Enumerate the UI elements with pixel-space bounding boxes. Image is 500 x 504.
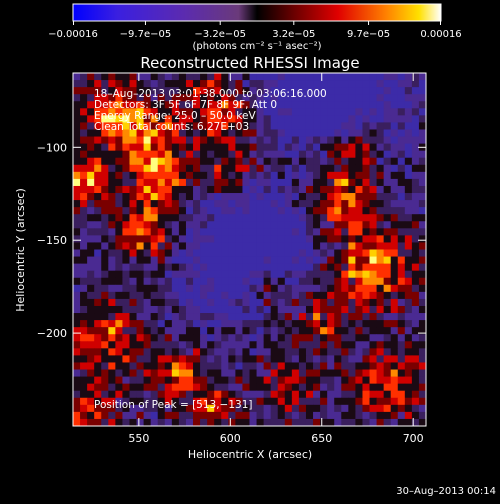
colorbar-tick-label: 9.7e−05 (347, 29, 390, 40)
x-tick-label: 650 (311, 432, 332, 445)
colorbar-tick-label: −9.7e−05 (120, 29, 172, 40)
y-tick-label: −200 (37, 327, 67, 340)
colorbar-ticks: −0.00016 −9.7e−05 −3.2e−05 3.2e−05 9.7e−05 0.… (48, 21, 462, 40)
annotation-energy-range: Energy Range: 25.0 – 50.0 keV (94, 110, 256, 122)
x-tick-label: 600 (220, 432, 241, 445)
annotation-peak: Position of Peak = [513,−131] (94, 399, 253, 411)
colorbar-tick-label: 3.2e−05 (272, 29, 315, 40)
chart-title: Reconstructed RHESSI Image (140, 54, 359, 72)
x-tick-label: 700 (403, 432, 424, 445)
annotation-clean: Clean Total counts: 6.27E+03 (94, 121, 249, 133)
colorbar-tick-label: −3.2e−05 (194, 29, 246, 40)
colorbar (72, 3, 442, 22)
plot-frame (72, 72, 427, 427)
annotation-time-range: 18–Aug–2013 03:01:38.000 to 03:06:16.000 (94, 88, 327, 100)
footer-timestamp: 30–Aug–2013 00:14 (396, 486, 496, 497)
annotation-detectors: Detectors: 3F 5F 6F 7F 8F 9F, Att 0 (94, 99, 277, 111)
x-axis-label: Heliocentric X (arcsec) (188, 448, 312, 461)
x-tick-label: 550 (128, 432, 149, 445)
colorbar-tick-label: −0.00016 (48, 29, 98, 40)
y-tick-label: −150 (37, 234, 67, 247)
y-axis-label: Heliocentric Y (arcsec) (14, 188, 27, 312)
axis-ticks: 550 600 650 700 −100 −150 −200 (37, 73, 426, 445)
y-tick-label: −100 (37, 141, 67, 154)
colorbar-units: (photons cm⁻² s⁻¹ asec⁻²) (192, 41, 321, 52)
colorbar-tick-label: 0.00016 (420, 29, 461, 40)
heatmap-image (73, 73, 426, 426)
